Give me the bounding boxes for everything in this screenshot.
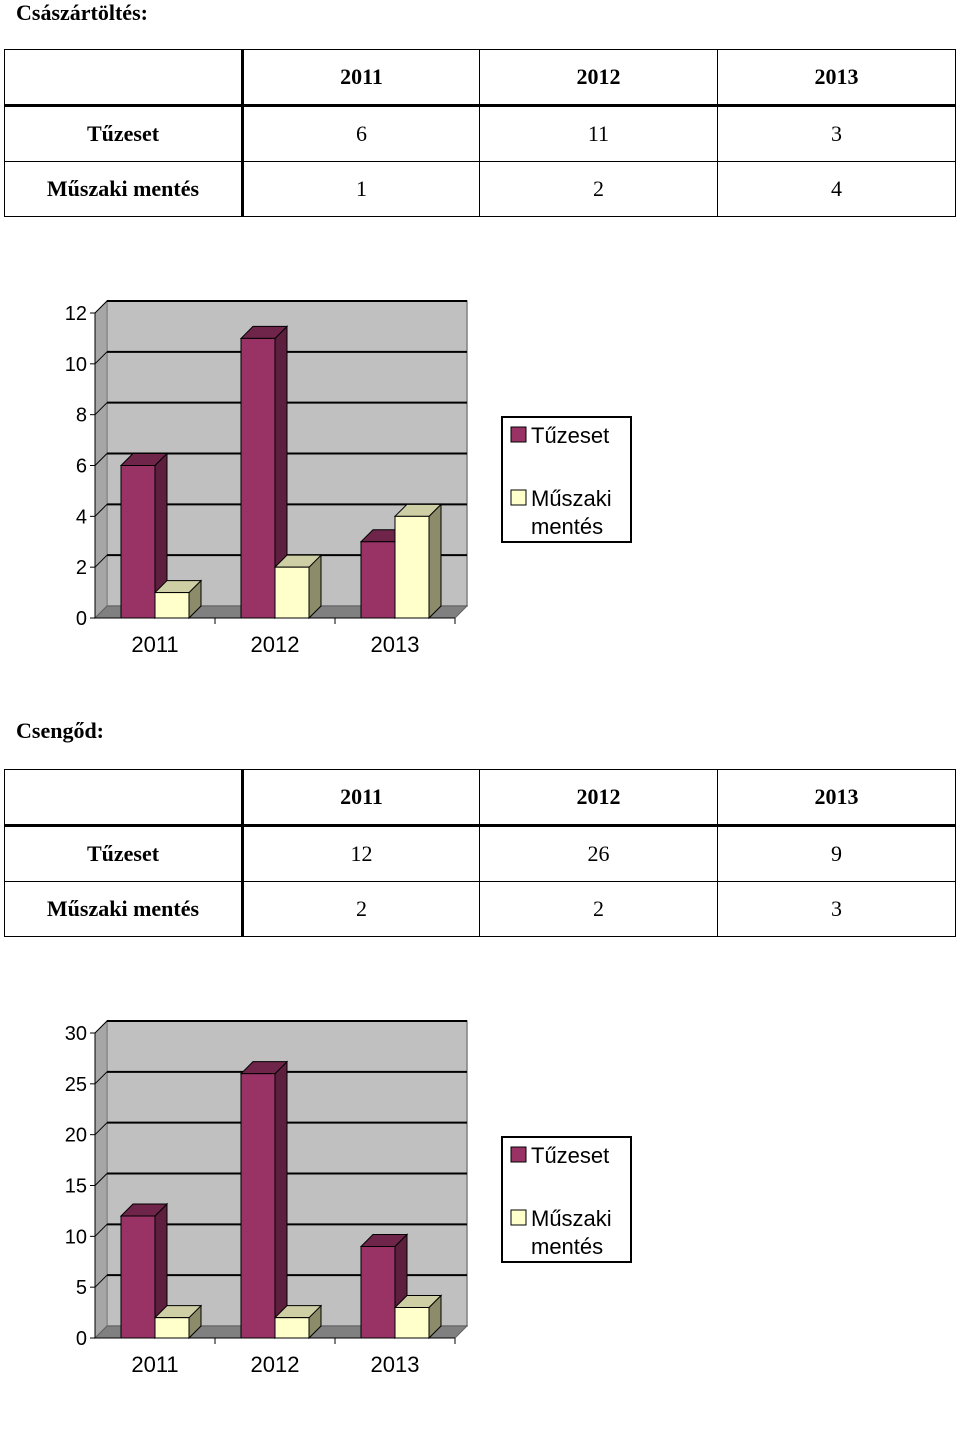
table-corner-cell [4,769,244,827]
table-cell: 3 [716,105,957,162]
legend-swatch [510,489,527,506]
bar [240,1073,276,1339]
column-header: 2011 [242,49,480,107]
table-header-row: 2011 2012 2013 [4,769,957,827]
gridline-side [94,300,108,314]
table-cell: 4 [716,161,957,217]
table-row: Tűzeset 6 11 3 [4,105,957,162]
table-cell: 1 [242,161,480,217]
bar [120,1215,156,1339]
table-cell: 2 [242,881,480,937]
y-tick-label: 5 [76,1277,87,1299]
legend-swatch [510,1146,527,1163]
gridline-side [94,1274,108,1288]
column-header: 2012 [478,49,718,107]
table-cell: 3 [716,881,957,937]
gridline-side [94,402,108,416]
table-row: Műszaki mentés 2 2 3 [4,881,957,937]
bar [360,541,396,619]
table-cell: 2 [478,161,718,217]
legend-swatch [510,426,527,443]
y-tick-label: 0 [76,1328,87,1350]
legend-label: mentés [531,1234,603,1259]
bar-side [274,1060,288,1340]
legend-label: Tűzeset [531,1143,609,1168]
gridline-side [94,351,108,365]
gridline-side [94,1020,108,1034]
x-tick-label: 2012 [251,632,300,657]
bar [240,337,276,619]
legend-label: Tűzeset [531,423,609,448]
x-tick-label: 2011 [131,632,178,657]
row-label: Műszaki mentés [4,881,244,937]
y-tick-label: 25 [65,1074,87,1096]
x-tick-label: 2013 [371,632,420,657]
table-cell: 6 [242,105,480,162]
y-tick-label: 30 [65,1023,87,1045]
y-tick-label: 6 [76,456,87,478]
column-header: 2011 [242,769,480,827]
bar-chart-csengod: 0 5 10 15 20 25 30 2011 2012 2013 Tűzeset Műszaki me… [65,1019,632,1377]
bar [154,592,190,619]
column-header: 2012 [478,769,718,827]
legend-label: mentés [531,514,603,539]
table-cell: 9 [716,825,957,882]
y-tick-label: 15 [65,1176,87,1198]
column-header: 2013 [716,769,957,827]
y-tick-label: 20 [65,1125,87,1147]
table-row: Tűzeset 12 26 9 [4,825,957,882]
table-cell: 12 [242,825,480,882]
table-cell: 11 [478,105,718,162]
gridline-side [94,503,108,517]
section-title-csengod: Csengőd: [16,718,105,743]
x-tick-label: 2013 [371,1352,420,1377]
x-tick-label: 2012 [251,1352,300,1377]
gridline-side [94,453,108,466]
bar [360,1246,396,1339]
bar [154,1317,190,1339]
bar [120,465,156,619]
section-title-csaszartoltes: Császártöltés: [16,0,148,25]
y-tick-label: 10 [65,1226,87,1248]
table-cell: 26 [478,825,718,882]
y-tick-label: 12 [65,303,87,325]
gridline-side [94,1122,108,1136]
legend-swatch [510,1209,527,1226]
table-corner-cell [4,49,244,107]
legend-label: Műszaki [531,486,612,511]
gridline-side [94,1223,108,1237]
bar [394,1307,430,1339]
table-row: Műszaki mentés 1 2 4 [4,161,957,217]
bar [274,1317,310,1339]
table-cell: 2 [478,881,718,937]
bar-chart-csaszartoltes: 0 2 4 6 8 10 12 2011 2012 2013 Tűzeset Műszaki menté… [65,299,632,657]
y-tick-label: 4 [76,506,87,528]
gridline-side [94,554,108,568]
row-label: Tűzeset [4,825,244,882]
data-table-csengod: 2011 2012 2013 Tűzeset 12 26 9 Műszaki m… [4,769,957,937]
x-tick-label: 2011 [131,1352,178,1377]
data-table-csaszartoltes: 2011 2012 2013 Tűzeset 6 11 3 Műszaki me… [4,49,957,217]
y-tick-label: 10 [65,354,87,376]
y-tick-label: 2 [76,557,87,579]
row-label: Tűzeset [4,105,244,162]
y-tick-label: 8 [76,405,87,427]
bar [274,566,310,619]
bar [394,515,430,619]
column-header: 2013 [716,49,957,107]
y-tick-label: 0 [76,608,87,630]
row-label: Műszaki mentés [4,161,244,217]
bar-side [428,503,442,620]
gridline-side [94,1071,108,1085]
legend-label: Műszaki [531,1206,612,1231]
gridline-side [94,1173,108,1186]
table-header-row: 2011 2012 2013 [4,49,957,107]
